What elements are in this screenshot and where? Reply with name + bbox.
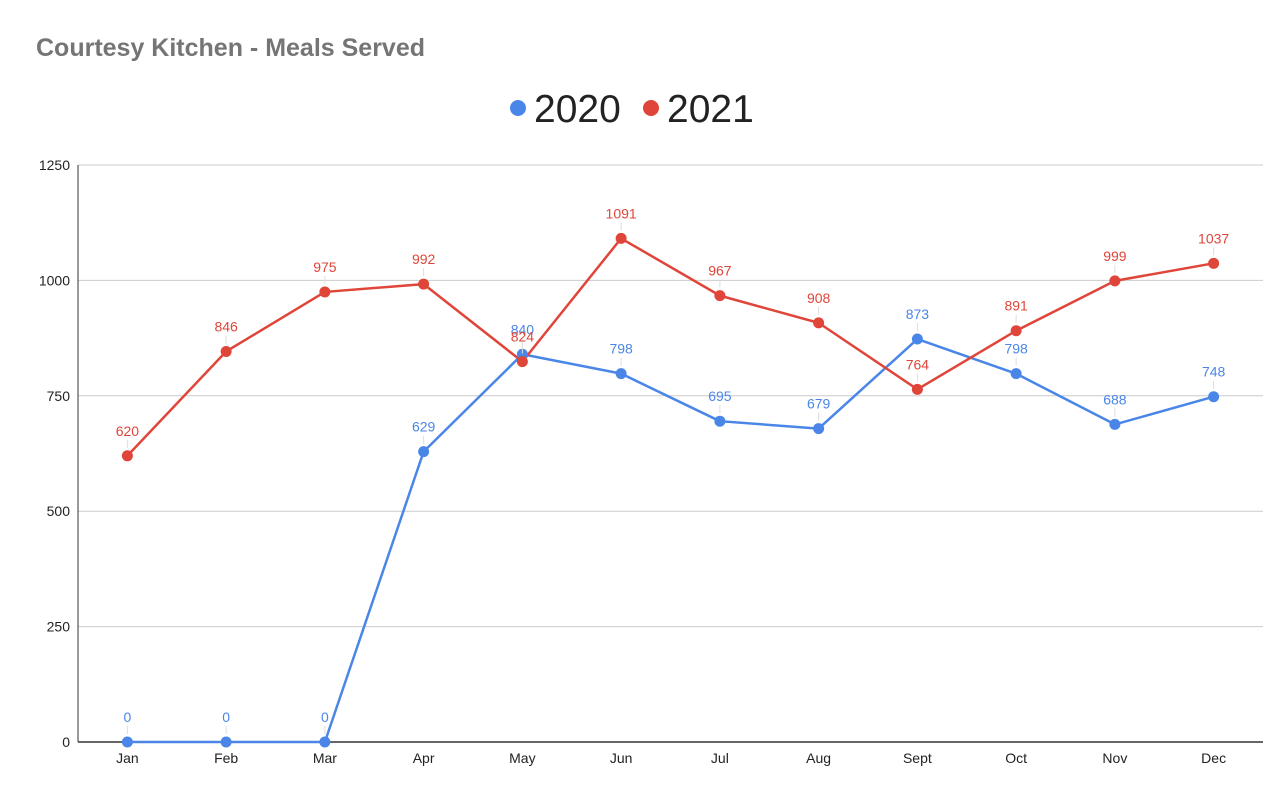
data-label-2020: 629 [412, 419, 436, 435]
data-label-2020: 688 [1103, 391, 1127, 407]
x-tick-label: Apr [413, 750, 435, 766]
data-point-2021 [220, 345, 232, 357]
x-tick-label: Jul [711, 750, 729, 766]
data-label-2021: 992 [412, 251, 436, 267]
data-point-2020 [714, 415, 726, 427]
data-label-2020: 695 [708, 388, 732, 404]
x-tick-label: Jun [610, 750, 633, 766]
chart-title: Courtesy Kitchen - Meals Served [36, 34, 426, 62]
data-point-2020 [121, 736, 133, 748]
data-point-2020 [813, 423, 825, 435]
series-line-2020 [127, 337, 1214, 744]
data-label-2021: 967 [708, 263, 732, 279]
data-point-2021 [1109, 275, 1121, 287]
data-label-2021: 824 [511, 329, 535, 345]
data-point-2020 [615, 368, 627, 380]
data-point-2020 [1109, 418, 1121, 430]
data-point-2020 [911, 333, 923, 345]
data-label-2020: 748 [1202, 364, 1226, 380]
y-tick-label: 0 [62, 734, 70, 750]
x-tick-label: Sept [903, 750, 932, 766]
data-point-2021 [1010, 325, 1022, 337]
y-tick-label: 250 [47, 619, 71, 635]
data-label-2021: 1091 [606, 205, 637, 221]
data-point-2021 [911, 383, 923, 395]
data-point-2021 [418, 278, 430, 290]
data-point-2020 [319, 736, 331, 748]
legend-label-2020: 2020 [534, 88, 621, 131]
data-label-2020: 0 [321, 709, 329, 725]
data-point-2020 [220, 736, 232, 748]
data-label-2020: 0 [222, 709, 230, 725]
x-tick-label: Aug [806, 750, 831, 766]
data-label-2021: 620 [116, 423, 140, 439]
data-point-2020 [1010, 368, 1022, 380]
y-tick-label: 500 [47, 503, 71, 519]
x-tick-label: Oct [1005, 750, 1027, 766]
legend-marker-2020 [510, 100, 526, 116]
data-label-2020: 873 [906, 306, 930, 322]
y-tick-label: 750 [47, 388, 71, 404]
data-point-2021 [813, 317, 825, 329]
data-label-2020: 840 [511, 321, 535, 337]
data-point-2021 [516, 356, 528, 368]
legend-label-2021: 2021 [667, 88, 754, 131]
data-point-2020 [418, 446, 430, 458]
data-point-2020 [1208, 391, 1220, 403]
y-tick-label: 1250 [39, 157, 70, 173]
data-point-2021 [615, 232, 627, 244]
x-tick-label: Mar [313, 750, 337, 766]
data-point-2021 [319, 286, 331, 298]
data-label-2020: 0 [123, 709, 131, 725]
data-label-2021: 975 [313, 259, 337, 275]
x-tick-label: May [509, 750, 535, 766]
data-label-2021: 891 [1004, 298, 1028, 314]
data-point-2021 [714, 290, 726, 302]
y-tick-label: 1000 [39, 272, 70, 288]
data-label-2021: 764 [906, 356, 930, 372]
data-label-2021: 999 [1103, 248, 1127, 264]
data-label-2021: 1037 [1198, 230, 1229, 246]
x-tick-label: Feb [214, 750, 238, 766]
data-label-2020: 679 [807, 396, 831, 412]
data-label-2021: 908 [807, 290, 831, 306]
series-line-2021 [126, 237, 1214, 457]
data-label-2021: 846 [214, 318, 238, 334]
x-tick-label: Dec [1201, 750, 1226, 766]
x-tick-label: Jan [116, 750, 139, 766]
data-point-2021 [1208, 257, 1220, 269]
data-label-2020: 798 [1004, 341, 1028, 357]
data-point-2021 [121, 450, 133, 462]
x-tick-label: Nov [1102, 750, 1127, 766]
data-label-2020: 798 [609, 341, 633, 357]
legend-marker-2021 [643, 100, 659, 116]
